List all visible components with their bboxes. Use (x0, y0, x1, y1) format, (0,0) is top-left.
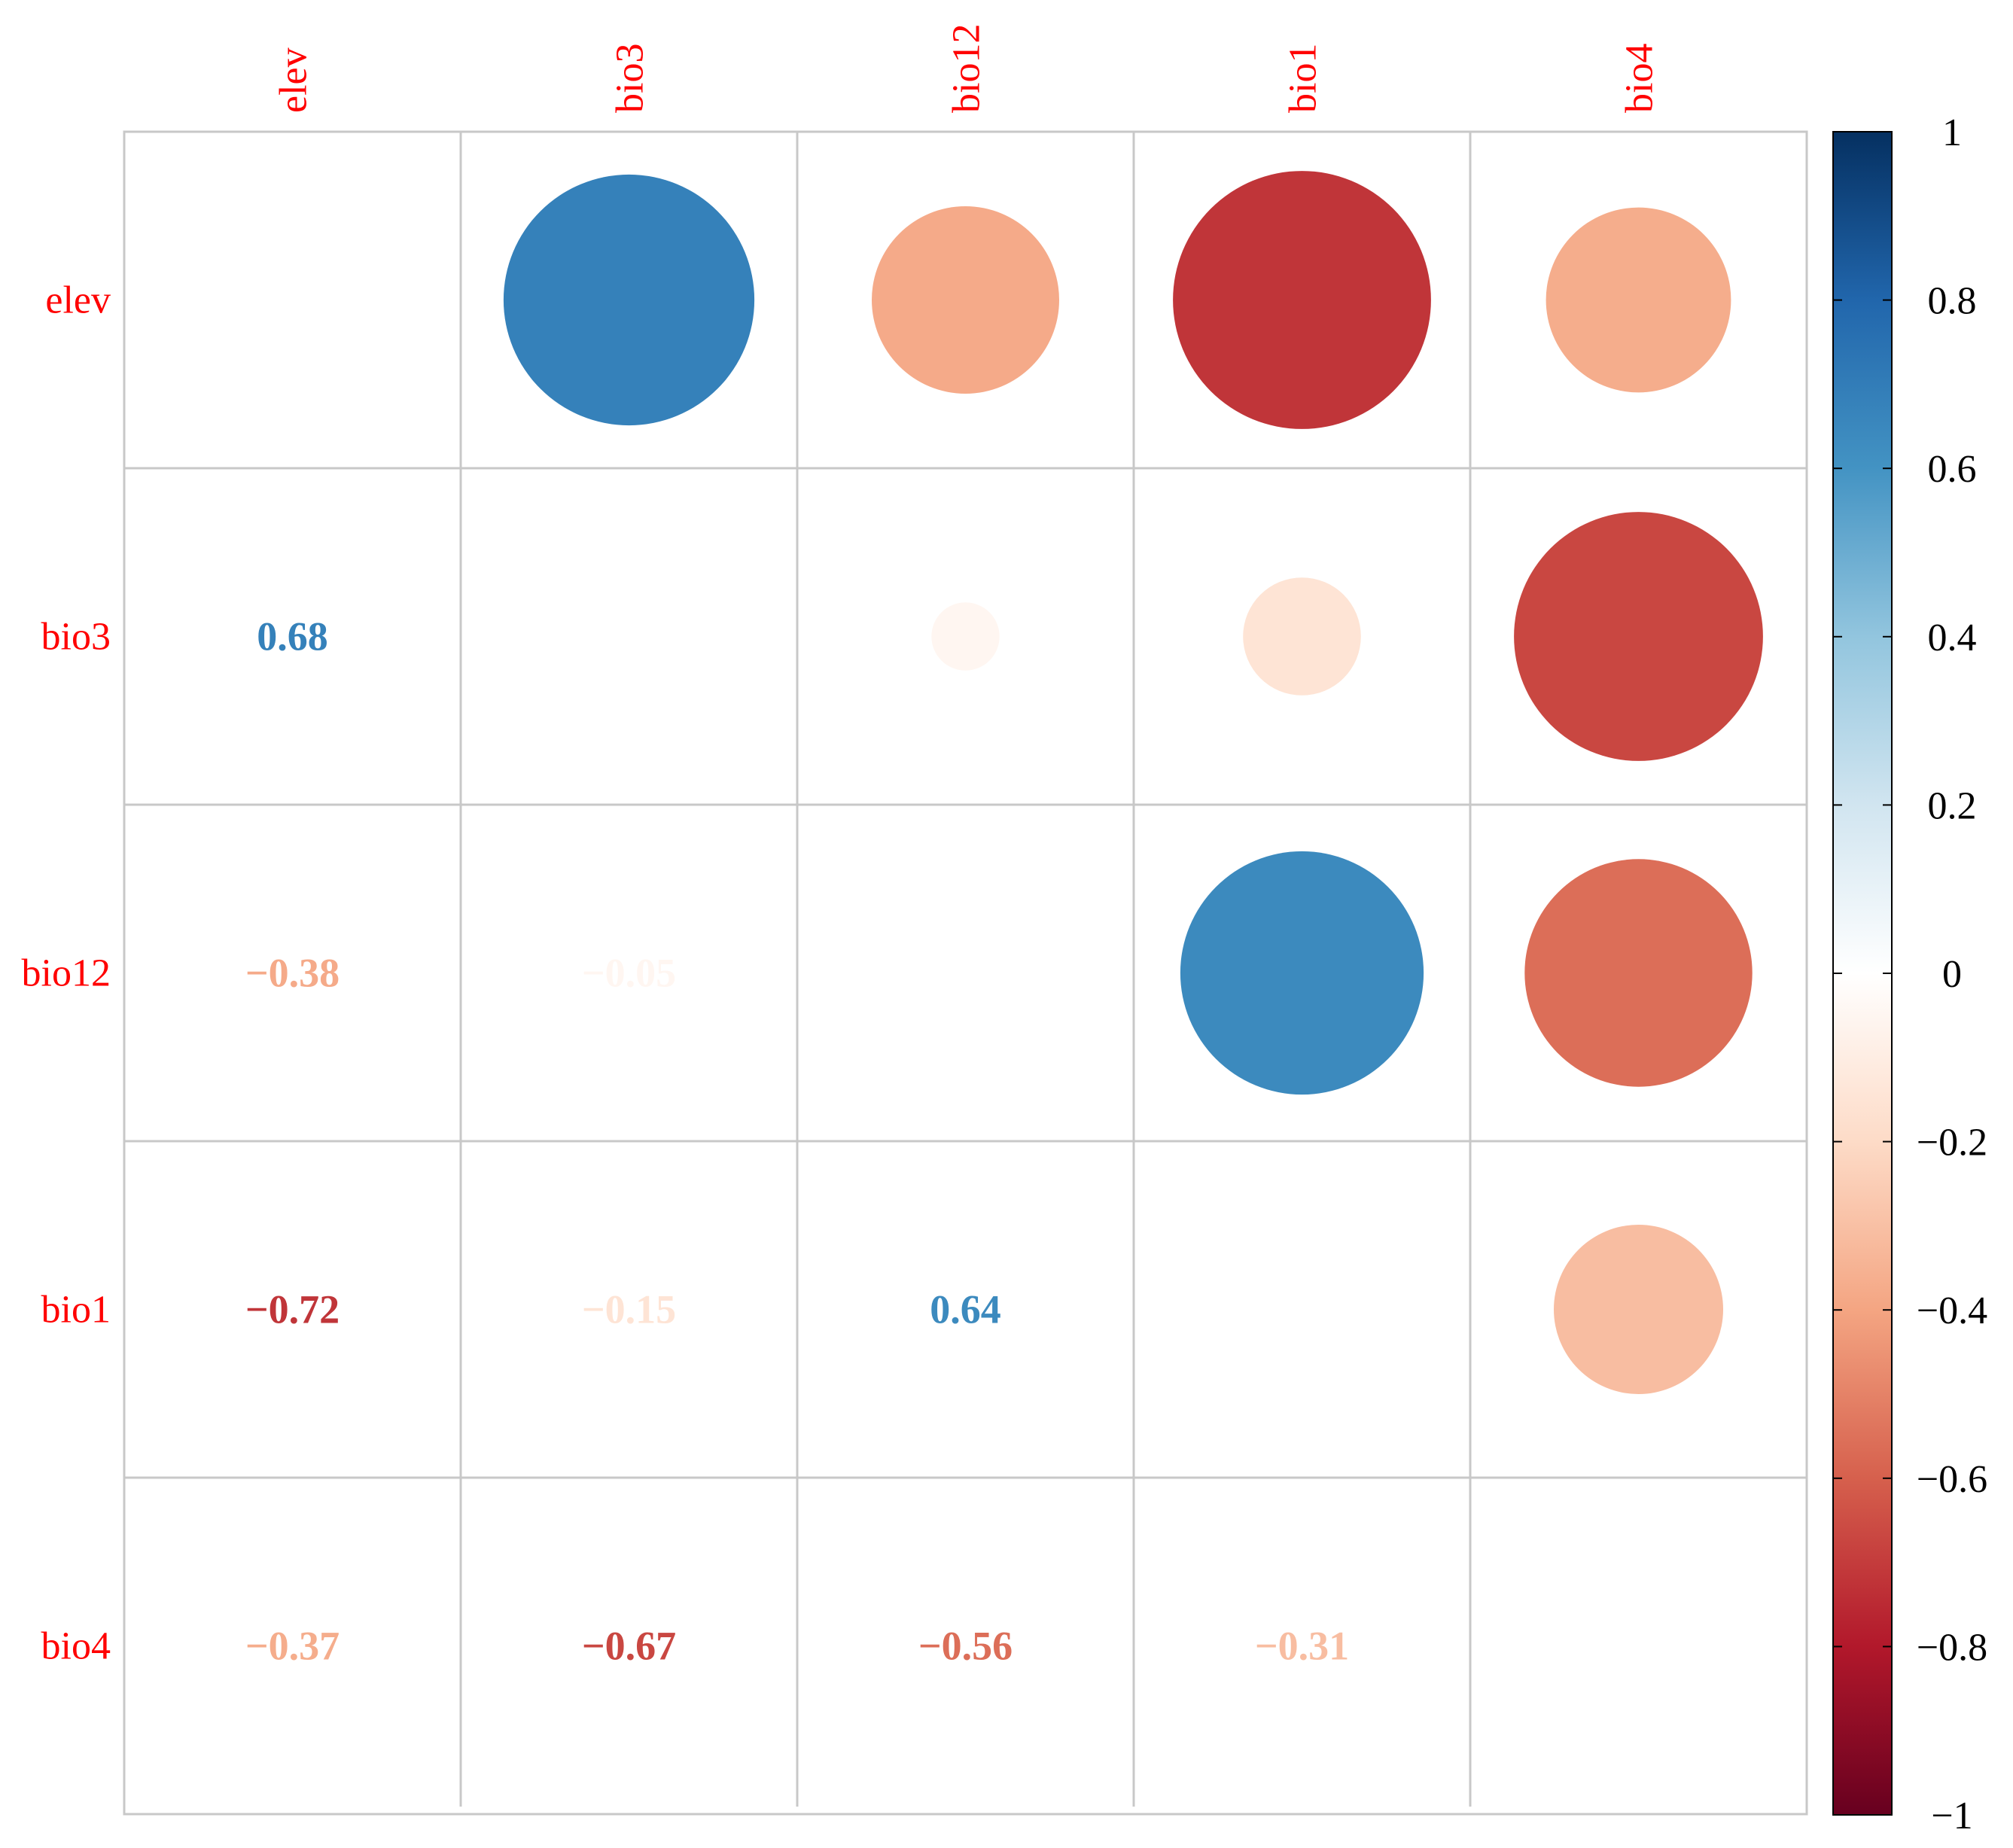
corr-circle-bio12-bio4 (1524, 859, 1753, 1087)
corr-circle-elev-bio4 (1546, 207, 1731, 393)
corr-number-bio12-elev: −0.38 (245, 951, 340, 996)
row-label-bio1: bio1 (41, 1289, 111, 1332)
corr-circle-bio1-bio4 (1554, 1225, 1723, 1394)
corr-circle-elev-bio3 (503, 174, 755, 426)
column-label-bio4: bio4 (1619, 44, 1661, 113)
corr-number-bio4-bio3: −0.67 (582, 1624, 676, 1669)
matrix-border (123, 130, 1808, 1816)
colorbar-tick-label: −1 (1931, 1795, 1972, 1837)
colorbar-tick-label: −0.8 (1917, 1626, 1987, 1669)
colorbar-tick-label: 0.2 (1928, 784, 1977, 827)
colorbar-tick-label: 0.4 (1928, 617, 1977, 659)
variable-labels: elev elev bio3 bio3 bio12 bio12 bio1 bio1 bio4 bi… (22, 24, 1661, 1668)
corr-circle-bio3-bio4 (1514, 512, 1763, 761)
corr-circle-bio3-bio12 (931, 602, 1000, 671)
colorbar-tick-label: 0.8 (1928, 280, 1977, 323)
colorbar-tick-label: 0.6 (1928, 448, 1977, 491)
corr-circle-bio12-bio1 (1180, 851, 1424, 1095)
row-label-bio4: bio4 (41, 1625, 111, 1668)
row-label-bio12: bio12 (22, 952, 111, 995)
corr-circle-bio3-bio1 (1243, 577, 1361, 696)
column-label-elev: elev (273, 47, 315, 113)
colorbar-gradient (1832, 131, 1893, 1816)
colorbar-tick-label: −0.4 (1917, 1289, 1987, 1332)
corr-number-bio1-bio3: −0.15 (582, 1287, 676, 1332)
corr-number-bio1-elev: −0.72 (245, 1287, 340, 1332)
column-label-bio1: bio1 (1282, 44, 1325, 113)
corr-number-bio12-bio3: −0.05 (582, 951, 676, 996)
row-label-bio3: bio3 (41, 616, 111, 659)
colorbar: 1 0.8 0.6 0.4 0.2 0 −0.2 −0.4 −0.6 −0.8 −1 (1832, 111, 1987, 1837)
corr-number-bio4-bio12: −0.56 (918, 1624, 1013, 1669)
row-label-elev: elev (45, 279, 111, 322)
colorbar-tick-label: 0 (1942, 953, 1962, 996)
corr-number-bio1-bio12: 0.64 (930, 1287, 1001, 1332)
corr-number-bio3-elev: 0.68 (257, 614, 328, 659)
corr-circle-elev-bio1 (1173, 171, 1431, 429)
matrix-marks: 0.68 −0.38 −0.05 −0.72 −0.15 0.64 −0.37 −0.67 −0… (245, 171, 1763, 1669)
matrix-grid (123, 130, 1808, 1816)
colorbar-tick-label: −0.6 (1917, 1458, 1987, 1501)
corr-circle-elev-bio12 (872, 206, 1059, 394)
colorbar-tick-label: −0.2 (1917, 1122, 1987, 1165)
column-label-bio3: bio3 (609, 44, 652, 113)
column-label-bio12: bio12 (946, 24, 988, 113)
corr-number-bio4-bio1: −0.31 (1255, 1624, 1349, 1669)
corr-number-bio4-elev: −0.37 (245, 1624, 340, 1669)
colorbar-tick-label: 1 (1942, 111, 1962, 154)
